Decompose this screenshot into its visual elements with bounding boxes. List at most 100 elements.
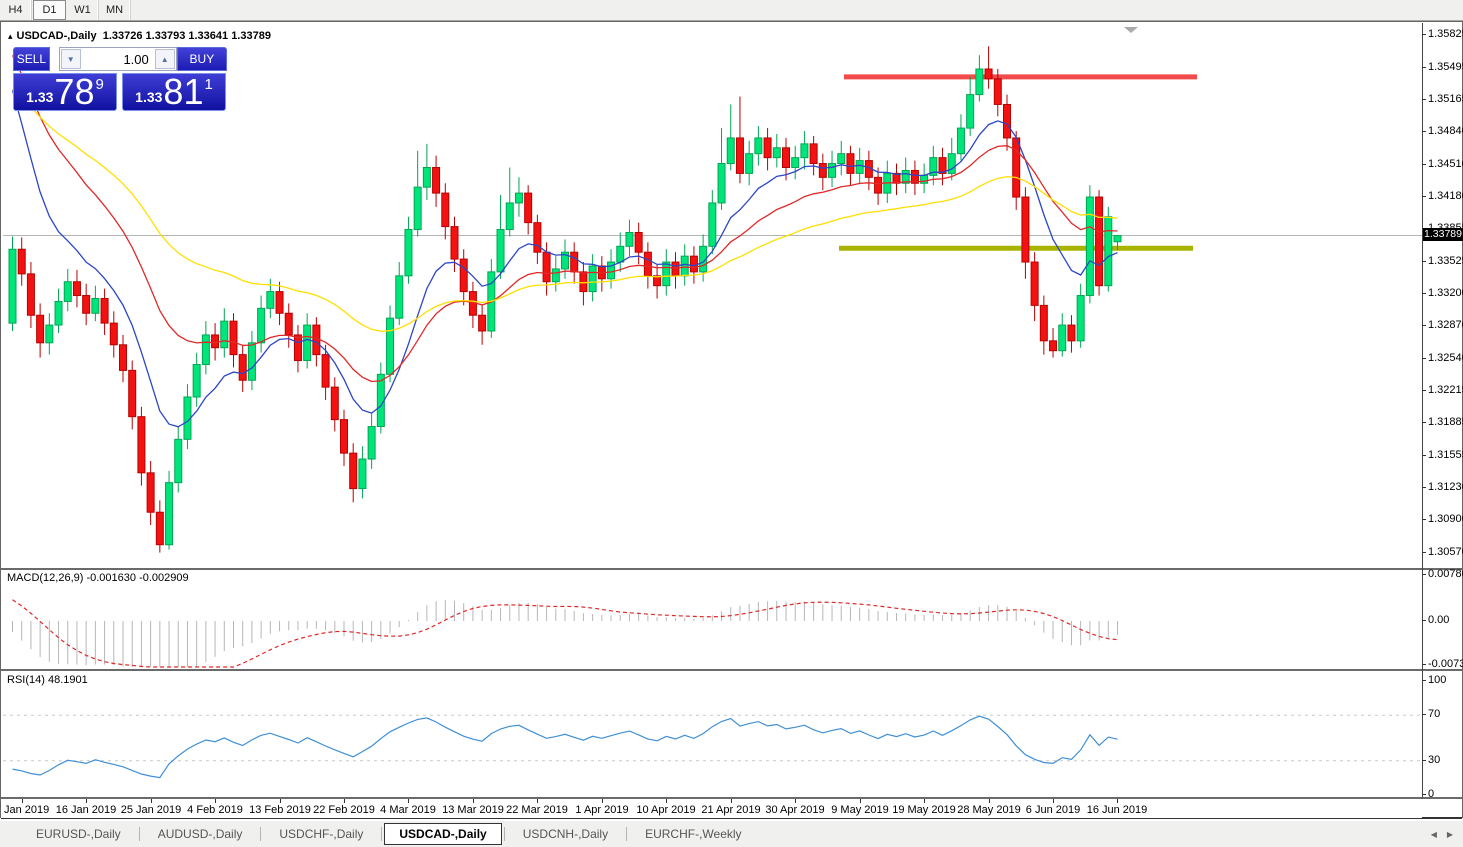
candle (1085, 196, 1094, 297)
candle (653, 275, 662, 287)
candle (266, 291, 275, 309)
date-axis-tick (473, 799, 474, 803)
panel-divider[interactable] (1, 669, 1462, 671)
volume-decrease-icon[interactable]: ▼ (60, 49, 81, 69)
candle (818, 163, 827, 178)
candle (118, 344, 127, 371)
candle (524, 192, 533, 224)
date-axis-tick (795, 799, 796, 803)
date-axis-tick (666, 799, 667, 803)
price-scale-divider[interactable] (1422, 23, 1423, 798)
support-line[interactable] (839, 245, 1193, 251)
macd-signal-line (12, 599, 1118, 668)
tab-usdcad-daily[interactable]: USDCAD-,Daily (384, 823, 502, 845)
tab-usdchf-daily[interactable]: USDCHF-,Daily (279, 827, 364, 841)
tab-separator (503, 827, 505, 841)
candle (386, 317, 395, 375)
candle (643, 251, 652, 277)
date-axis-label: 28 May 2019 (957, 804, 1021, 816)
candle (257, 307, 266, 344)
date-axis-label: 21 Apr 2019 (701, 804, 761, 816)
date-axis-label: 4 Feb 2019 (187, 804, 243, 816)
date-axis-tick (22, 799, 23, 803)
date-axis-tick (408, 799, 409, 803)
tab-scroll-left-icon[interactable]: ◀ (1430, 829, 1437, 839)
candle (662, 261, 671, 287)
candle (321, 354, 330, 388)
tab-scroll-controls: ◀ ▶ (1431, 830, 1453, 839)
timeframe-button-w1[interactable]: W1 (67, 0, 99, 20)
tab-usdcnh-daily[interactable]: USDCNH-,Daily (522, 827, 609, 841)
tab-separator (260, 827, 262, 841)
sell-button[interactable]: SELL (13, 47, 50, 71)
candle (1030, 261, 1039, 306)
collapse-panel-icon[interactable]: ▴ (8, 31, 13, 41)
candle (45, 324, 54, 344)
price-axis-label: 1.30900 (1428, 513, 1463, 525)
date-axis-tick (1117, 799, 1118, 803)
candle (1012, 137, 1021, 198)
candle (284, 312, 293, 336)
macd-indicator-canvas[interactable] (2, 570, 1422, 668)
candle (137, 416, 146, 474)
candle (367, 426, 376, 460)
sell-price-pip: 9 (95, 76, 104, 93)
panel-divider[interactable] (1, 568, 1462, 570)
candle (238, 354, 247, 381)
date-axis[interactable]: 7 Jan 2019 16 Jan 2019 25 Jan 2019 4 Feb 20… (0, 799, 1422, 818)
rsi-line (12, 715, 1118, 779)
chart-title-ohlc: 1.33726 1.33793 1.33641 1.33789 (102, 30, 271, 42)
tab-audusd-daily[interactable]: AUDUSD-,Daily (157, 827, 243, 841)
tab-eurchf-weekly[interactable]: EURCHF-,Weekly (645, 827, 742, 841)
rsi-indicator-canvas[interactable] (2, 671, 1422, 797)
tab-scroll-right-icon[interactable]: ▶ (1446, 829, 1453, 839)
candle (450, 226, 459, 260)
candle (404, 229, 413, 277)
tab-separator (381, 827, 383, 841)
date-axis-label: 30 Apr 2019 (765, 804, 825, 816)
candle (192, 363, 201, 398)
price-axis-tick (1422, 552, 1426, 553)
resistance-line[interactable] (844, 74, 1197, 80)
chart-title-symbol: USDCAD-,Daily (16, 30, 97, 42)
date-axis-label: 19 May 2019 (892, 804, 956, 816)
macd-axis-tick (1422, 664, 1426, 665)
volume-input[interactable] (81, 48, 154, 70)
candle (26, 273, 35, 316)
tab-separator (138, 827, 140, 841)
date-axis-label: 1 Apr 2019 (575, 804, 629, 816)
timeframe-button-d1[interactable]: D1 (33, 0, 66, 20)
candle (855, 160, 864, 174)
candle (671, 261, 680, 277)
timeframe-button-h4[interactable]: H4 (0, 0, 32, 20)
candle (146, 472, 155, 513)
buy-button[interactable]: BUY (176, 47, 227, 71)
candle (551, 268, 560, 283)
price-axis-label: 1.34180 (1428, 190, 1463, 202)
buy-price-big: 81 (163, 71, 204, 112)
rsi-axis-label: 30 (1428, 754, 1441, 766)
candle (1058, 324, 1067, 352)
candle (17, 248, 26, 275)
candle (441, 192, 450, 228)
candle (616, 245, 625, 263)
candle (91, 297, 100, 314)
tab-eurusd-daily[interactable]: EURUSD-,Daily (36, 827, 121, 841)
candle (680, 255, 689, 277)
buy-price-box[interactable]: 1.33 81 1 (122, 73, 226, 111)
candle (229, 320, 238, 356)
timeframe-button-mn[interactable]: MN (99, 0, 131, 20)
candle (505, 202, 514, 231)
candle (358, 458, 367, 490)
price-axis-tick (1422, 67, 1426, 68)
volume-increase-icon[interactable]: ▲ (154, 49, 175, 69)
candle (634, 231, 643, 253)
sell-price-box[interactable]: 1.33 78 9 (13, 73, 117, 111)
candle (303, 324, 312, 362)
candle (735, 137, 744, 174)
chart-shift-icon[interactable] (1124, 27, 1138, 33)
main-chart-canvas[interactable] (2, 23, 1422, 568)
rsi-axis-label: 100 (1428, 674, 1447, 686)
candle (432, 166, 441, 194)
